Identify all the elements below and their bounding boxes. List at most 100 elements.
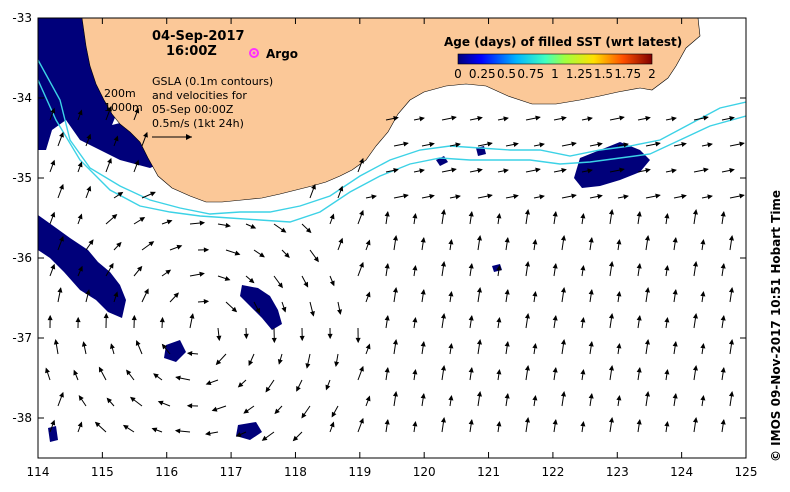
velocity-arrow-head [619,115,625,121]
velocity-arrow-head [243,333,249,340]
y-tick-label: -38 [12,411,32,425]
velocity-arrow-head [159,316,165,323]
sst-patch-small-2 [236,422,262,440]
velocity-arrow-head [513,141,519,147]
velocity-arrow-head [707,194,713,200]
velocity-arrow-head [672,340,678,347]
velocity-arrow-head [720,210,726,217]
colorbar-title: Age (days) of filled SST (wrt latest) [444,35,682,49]
velocity-arrow-head [166,219,173,225]
colorbar-tick-label: 0.5 [497,67,516,81]
velocity-arrow-head [277,282,283,289]
velocity-arrow-head [692,209,698,215]
velocity-arrow-head [672,288,678,295]
velocity-arrow-head [392,235,398,241]
velocity-arrow-head [107,105,112,112]
velocity-arrow-head [728,287,734,293]
colorbar-tick-label: 1.5 [594,67,613,81]
velocity-arrow-head [552,210,558,217]
velocity-arrow-head [645,115,651,121]
velocity-arrow-head [451,115,457,121]
velocity-arrow-head [728,339,734,345]
velocity-arrow-head [359,209,364,216]
velocity-arrow-head [203,247,210,253]
velocity-arrow-head [403,193,409,199]
velocity-arrow-head [131,314,137,321]
velocity-arrow-head [655,141,661,147]
velocity-arrow-head [384,210,390,217]
velocity-arrow-head [359,365,364,372]
velocity-arrow-head [261,435,268,441]
velocity-arrow-head [644,339,650,345]
velocity-arrow-head [608,417,614,423]
velocity-arrow-head [503,168,509,174]
velocity-arrow-head [671,168,677,174]
velocity-arrow-head [496,212,502,219]
velocity-arrow-head [59,235,64,242]
velocity-arrow-head [455,194,461,200]
velocity-arrow-head [86,133,92,140]
velocity-arrow-head [78,395,84,401]
velocity-arrow-head [560,235,566,241]
velocity-arrow-head [412,264,418,271]
velocity-arrow-head [580,368,586,375]
velocity-arrow-head [384,262,390,269]
velocity-arrow-head [720,314,726,321]
velocity-arrow-head [440,313,446,319]
velocity-arrow-head [420,288,426,295]
velocity-arrow-head [496,316,502,323]
argo-legend: Argo [249,47,298,61]
velocity-arrow-head [412,212,418,219]
velocity-arrow-head [448,290,454,297]
velocity-arrow-head [552,418,558,425]
velocity-arrow-head [265,386,271,393]
velocity-arrow-head [403,141,409,147]
velocity-arrow-head [113,291,119,298]
velocity-arrow-head [224,276,231,281]
velocity-arrow-head [503,116,509,122]
velocity-arrow-head [126,369,132,376]
velocity-arrow-head [85,289,91,295]
velocity-arrow-head [477,115,483,121]
y-tick-label: -34 [12,91,32,105]
caption-line-2: and velocities for [152,89,247,102]
velocity-arrow-head [636,418,642,425]
y-tick-label: -36 [12,251,32,265]
velocity-arrow-head [720,418,726,425]
velocity-arrow-head [728,235,734,241]
velocity-arrow-head [144,288,149,295]
velocity-arrow-head [412,420,418,427]
velocity-arrow-head [532,394,538,401]
velocity-arrow-head [664,316,670,323]
velocity-arrow-head [597,193,603,199]
velocity-arrow-head [384,366,390,373]
velocity-arrow-head [234,250,241,256]
velocity-arrow-head [296,385,301,392]
velocity-arrow-head [552,314,558,321]
velocity-arrow-head [103,312,109,319]
credit-text: © IMOS 09-Nov-2017 10:51 Hobart Time [769,190,783,462]
velocity-arrow-head [148,241,155,247]
velocity-arrow-head [468,418,474,425]
colorbar-tick-label: 0 [454,67,462,81]
velocity-arrow-head [420,236,426,243]
velocity-arrow-head [496,264,502,271]
velocity-arrows [45,105,745,442]
velocity-arrow-head [532,290,538,297]
velocity-arrow-head [50,211,56,218]
velocity-arrow-head [173,292,179,298]
velocity-arrow-head [153,373,159,379]
velocity-arrow-head [571,141,577,147]
velocity-arrow-head [338,185,344,192]
velocity-arrow-head [281,306,287,313]
velocity-arrow-head [645,167,651,173]
velocity-arrow-head [365,343,371,350]
velocity-arrow-head [284,252,290,258]
velocity-arrow-head [552,262,558,269]
velocity-arrow-head [235,432,242,437]
velocity-arrow-head [623,142,629,148]
velocity-arrow-head [329,213,335,220]
velocity-arrow-head [327,333,333,340]
velocity-arrow-head [616,290,622,297]
